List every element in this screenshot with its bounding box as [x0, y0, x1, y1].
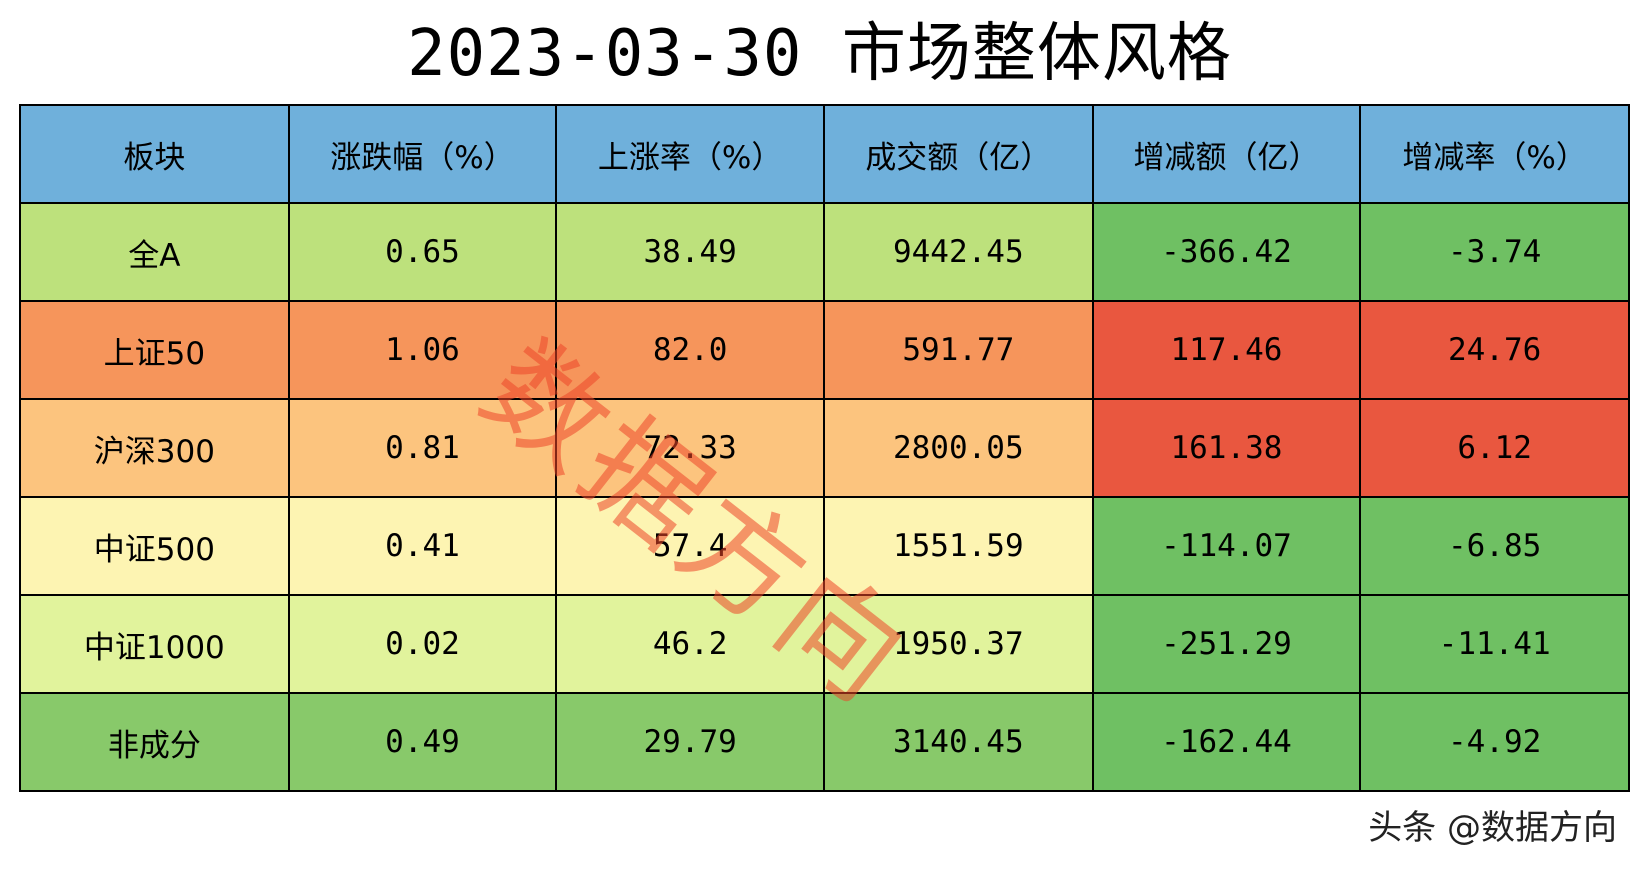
cell-advance-rate: 29.79 — [555, 692, 825, 792]
cell-turnover: 2800.05 — [822, 398, 1094, 498]
cell-turnover-delta: 117.46 — [1091, 300, 1362, 400]
cell-turnover: 1950.37 — [822, 594, 1094, 694]
cell-sector: 上证50 — [19, 300, 290, 400]
cell-advance-rate: 72.33 — [555, 398, 825, 498]
cell-turnover-delta: -366.42 — [1091, 202, 1362, 302]
cell-change-pct: 0.65 — [287, 202, 558, 302]
cell-change-pct: 1.06 — [287, 300, 558, 400]
cell-turnover: 591.77 — [822, 300, 1094, 400]
table-row: 中证500 0.41 57.4 1551.59 -114.07 -6.85 — [19, 496, 1630, 596]
cell-turnover-delta-pct: -11.41 — [1359, 594, 1630, 694]
cell-turnover-delta: -162.44 — [1091, 692, 1362, 792]
column-header-turnover: 成交额（亿） — [822, 104, 1094, 204]
cell-turnover-delta-pct: 24.76 — [1359, 300, 1630, 400]
cell-change-pct: 0.02 — [287, 594, 558, 694]
cell-turnover: 3140.45 — [822, 692, 1094, 792]
table-row: 全A 0.65 38.49 9442.45 -366.42 -3.74 — [19, 202, 1630, 302]
cell-advance-rate: 57.4 — [555, 496, 825, 596]
column-header-turnover-delta: 增减额（亿） — [1091, 104, 1362, 204]
table-row: 非成分 0.49 29.79 3140.45 -162.44 -4.92 — [19, 692, 1630, 792]
cell-turnover-delta-pct: -4.92 — [1359, 692, 1630, 792]
cell-turnover-delta-pct: 6.12 — [1359, 398, 1630, 498]
cell-advance-rate: 82.0 — [555, 300, 825, 400]
cell-change-pct: 0.49 — [287, 692, 558, 792]
column-header-change-pct: 涨跌幅（%） — [287, 104, 558, 204]
column-header-turnover-delta-pct: 增减率（%） — [1359, 104, 1630, 204]
table-row: 上证50 1.06 82.0 591.77 117.46 24.76 — [19, 300, 1630, 400]
cell-sector: 非成分 — [19, 692, 290, 792]
table-header-row: 板块 涨跌幅（%） 上涨率（%） 成交额（亿） 增减额（亿） 增减率（%） — [19, 104, 1630, 204]
column-header-advance-rate: 上涨率（%） — [555, 104, 825, 204]
cell-sector: 中证1000 — [19, 594, 290, 694]
cell-turnover-delta: -251.29 — [1091, 594, 1362, 694]
cell-turnover-delta: 161.38 — [1091, 398, 1362, 498]
column-header-sector: 板块 — [19, 104, 290, 204]
market-style-table: 板块 涨跌幅（%） 上涨率（%） 成交额（亿） 增减额（亿） 增减率（%） 全A… — [19, 104, 1630, 792]
table-row: 中证1000 0.02 46.2 1950.37 -251.29 -11.41 — [19, 594, 1630, 694]
cell-advance-rate: 38.49 — [555, 202, 825, 302]
cell-turnover-delta-pct: -3.74 — [1359, 202, 1630, 302]
source-credit: 头条 @数据方向 — [1368, 808, 1617, 848]
cell-sector: 全A — [19, 202, 290, 302]
page-title: 2023-03-30 市场整体风格 — [407, 17, 1232, 91]
cell-sector: 中证500 — [19, 496, 290, 596]
cell-sector: 沪深300 — [19, 398, 290, 498]
cell-turnover-delta: -114.07 — [1091, 496, 1362, 596]
cell-change-pct: 0.41 — [287, 496, 558, 596]
cell-turnover: 1551.59 — [822, 496, 1094, 596]
cell-advance-rate: 46.2 — [555, 594, 825, 694]
table-row: 沪深300 0.81 72.33 2800.05 161.38 6.12 — [19, 398, 1630, 498]
cell-turnover-delta-pct: -6.85 — [1359, 496, 1630, 596]
cell-change-pct: 0.81 — [287, 398, 558, 498]
cell-turnover: 9442.45 — [822, 202, 1094, 302]
